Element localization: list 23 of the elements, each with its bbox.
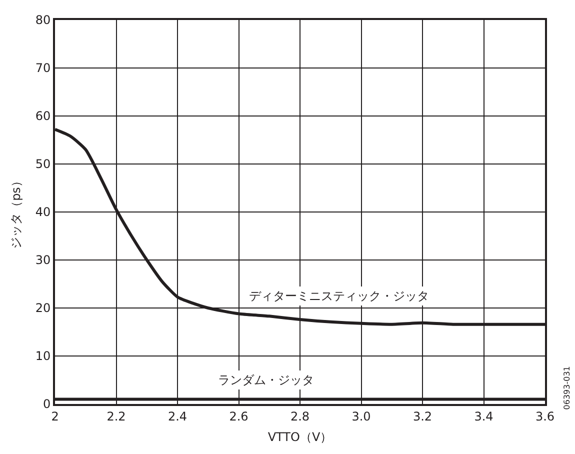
x-tick-label: 2.6 xyxy=(229,409,248,424)
x-tick-label: 2.4 xyxy=(168,409,188,424)
x-tick-label: 2.8 xyxy=(290,409,310,424)
x-tick-label: 3.6 xyxy=(535,409,555,424)
x-axis-title: VTTO（V） xyxy=(268,430,332,444)
y-tick-label: 70 xyxy=(35,61,51,76)
y-tick-label: 0 xyxy=(42,397,51,412)
y-tick-label: 30 xyxy=(35,253,51,268)
y-axis-title: ジッタ（ps） xyxy=(9,175,24,249)
y-tick-label: 80 xyxy=(35,13,51,28)
x-tick-label: 3.2 xyxy=(412,409,432,424)
text: 06393-031 xyxy=(562,366,572,410)
y-tick-label: 40 xyxy=(35,205,51,220)
y-tick-label: 50 xyxy=(35,157,51,172)
series-label: ランダム・ジッタ xyxy=(218,373,314,387)
y-tick-label: 10 xyxy=(35,349,51,364)
x-tick-label: 3.0 xyxy=(352,409,371,424)
y-tick-label: 60 xyxy=(35,109,51,124)
x-tick-label: 2 xyxy=(51,409,59,424)
y-tick-label: 20 xyxy=(35,301,51,316)
x-tick-label: 2.2 xyxy=(106,409,126,424)
x-tick-label: 3.4 xyxy=(474,409,494,424)
series-label: ディターミニスティック・ジッタ xyxy=(249,289,429,303)
